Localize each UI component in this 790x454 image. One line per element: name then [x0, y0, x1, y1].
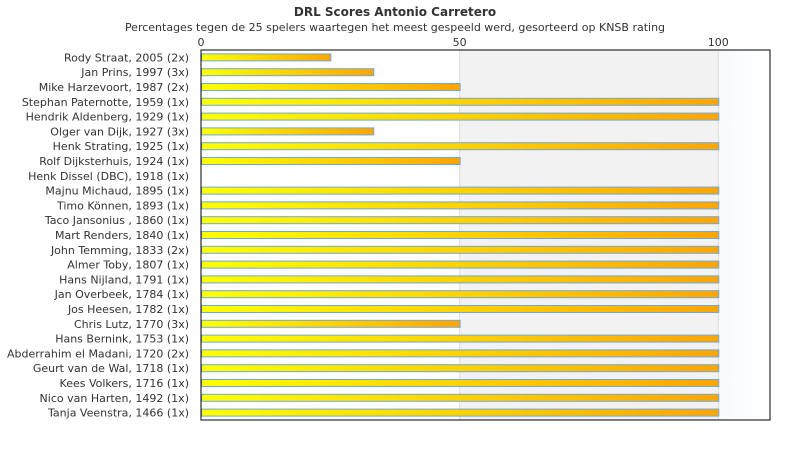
bar	[201, 305, 720, 313]
x-tick-label: 100	[708, 36, 729, 49]
category-label: Tanja Veenstra, 1466 (1x)	[47, 407, 189, 420]
bar	[201, 186, 720, 195]
bar	[201, 201, 720, 210]
category-label: Hendrik Aldenberg, 1929 (1x)	[26, 111, 189, 124]
bar	[201, 112, 720, 121]
x-tick-label: 0	[198, 36, 205, 49]
x-tick-label: 50	[453, 36, 467, 49]
bar	[201, 53, 332, 62]
category-label: Timo Können, 1893 (1x)	[56, 199, 189, 212]
category-label: Almer Toby, 1807 (1x)	[67, 259, 189, 272]
bar	[201, 408, 720, 417]
bar	[201, 290, 720, 299]
category-label: Henk Dissel (DBC), 1918 (1x)	[28, 170, 189, 183]
bar	[201, 319, 461, 328]
bar	[201, 245, 720, 254]
bar	[201, 127, 375, 136]
category-label: Stephan Paternotte, 1959 (1x)	[22, 96, 189, 109]
category-label: Abderrahim el Madani, 1720 (2x)	[7, 347, 189, 360]
bar	[201, 231, 720, 239]
category-label: John Temming, 1833 (2x)	[50, 244, 189, 257]
plot-frame	[200, 49, 771, 421]
category-label: Chris Lutz, 1770 (3x)	[74, 318, 189, 331]
category-label: Olger van Dijk, 1927 (3x)	[50, 125, 189, 138]
band-100-plus	[718, 50, 770, 420]
bar	[201, 216, 720, 225]
category-label: Jan Prins, 1997 (3x)	[80, 66, 189, 79]
bar	[201, 334, 720, 343]
bar	[201, 349, 720, 358]
bar	[201, 260, 720, 269]
category-label: Mike Harzevoort, 1987 (2x)	[39, 81, 189, 94]
category-label: Jos Heesen, 1782 (1x)	[67, 303, 189, 316]
category-label: Kees Volkers, 1716 (1x)	[60, 377, 189, 390]
category-label: Mart Renders, 1840 (1x)	[55, 229, 189, 242]
bar	[201, 379, 720, 387]
category-label: Hans Nijland, 1791 (1x)	[59, 273, 189, 286]
category-label: Geurt van de Wal, 1718 (1x)	[33, 362, 189, 375]
chart-title: DRL Scores Antonio Carretero	[294, 5, 496, 19]
category-label: Rody Straat, 2005 (2x)	[64, 51, 189, 64]
bar	[201, 393, 720, 402]
bar	[201, 364, 720, 373]
category-label: Henk Strating, 1925 (1x)	[53, 140, 189, 153]
category-label: Taco Jansonius , 1860 (1x)	[44, 214, 189, 227]
bar	[201, 68, 375, 77]
bar	[201, 97, 720, 106]
category-label: Rolf Dijksterhuis, 1924 (1x)	[39, 155, 189, 168]
category-label: Majnu Michaud, 1895 (1x)	[45, 185, 189, 198]
bar	[201, 142, 720, 151]
bar	[201, 275, 720, 284]
category-label: Hans Bernink, 1753 (1x)	[55, 333, 189, 346]
bar	[201, 83, 461, 91]
category-label: Nico van Harten, 1492 (1x)	[40, 392, 189, 405]
chart-subtitle: Percentages tegen de 25 spelers waartege…	[125, 21, 665, 34]
category-label: Jan Overbeek, 1784 (1x)	[54, 288, 189, 301]
bar	[201, 157, 461, 165]
